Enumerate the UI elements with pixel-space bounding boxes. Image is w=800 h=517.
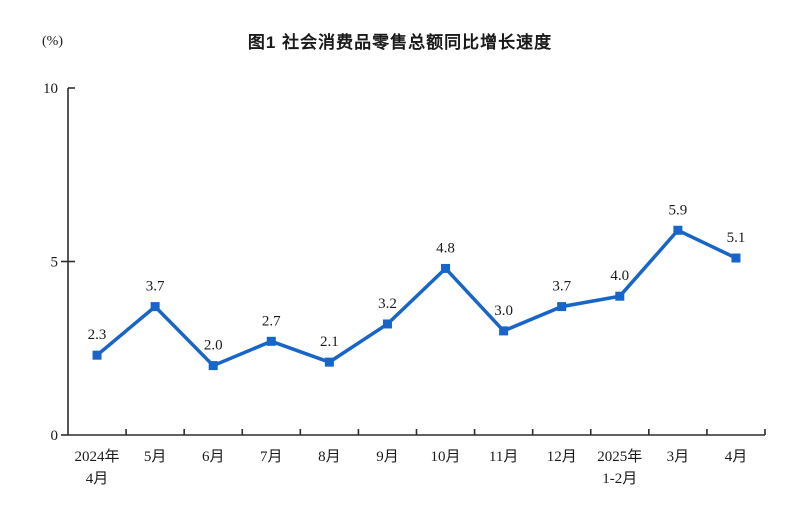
data-point-label: 5.9 — [669, 202, 688, 218]
data-point-label: 4.0 — [610, 268, 629, 284]
data-point-label: 3.7 — [552, 279, 571, 295]
x-category-label: 2025年 — [597, 448, 642, 465]
x-category-label: 8月 — [318, 449, 341, 465]
data-point-marker — [150, 302, 160, 312]
x-category-label: 4月 — [86, 471, 109, 487]
x-category-label: 5月 — [144, 449, 167, 465]
y-axis-unit-label: (%) — [42, 34, 63, 49]
x-category-label: 2024年 — [75, 448, 120, 465]
x-category-label: 11月 — [489, 449, 518, 465]
x-category-label: 3月 — [667, 449, 690, 465]
y-tick-label: 0 — [51, 428, 59, 444]
x-category-label: 7月 — [260, 449, 283, 465]
data-point-marker — [557, 302, 567, 312]
x-category-label: 10月 — [431, 449, 461, 465]
data-point-label: 2.1 — [320, 334, 339, 350]
data-point-label: 2.3 — [88, 327, 107, 343]
x-category-label: 1-2月 — [602, 471, 637, 487]
data-point-label: 2.0 — [204, 338, 223, 354]
data-point-marker — [673, 225, 683, 235]
y-tick-label: 10 — [43, 81, 58, 97]
y-tick-label: 5 — [51, 255, 59, 271]
chart-title: 图1 社会消费品零售总额同比增长速度 — [247, 33, 553, 52]
data-point-marker — [441, 263, 451, 273]
data-point-label: 4.8 — [436, 240, 455, 256]
data-point-marker — [92, 350, 102, 360]
x-category-label: 9月 — [376, 449, 399, 465]
data-point-marker — [382, 319, 392, 329]
data-point-label: 3.2 — [378, 296, 397, 312]
data-point-marker — [499, 326, 509, 336]
data-point-marker — [615, 291, 625, 301]
data-point-label: 3.7 — [146, 279, 165, 295]
data-point-marker — [731, 253, 741, 263]
x-category-label: 4月 — [725, 449, 748, 465]
data-point-label: 5.1 — [727, 230, 746, 246]
data-point-marker — [266, 336, 276, 346]
data-series-line — [95, 228, 737, 368]
x-category-label: 6月 — [202, 449, 225, 465]
data-point-marker — [324, 357, 334, 367]
x-category-label: 12月 — [547, 449, 577, 465]
data-point-marker — [208, 361, 218, 371]
data-point-label: 3.0 — [494, 303, 513, 319]
data-point-label: 2.7 — [262, 313, 281, 329]
